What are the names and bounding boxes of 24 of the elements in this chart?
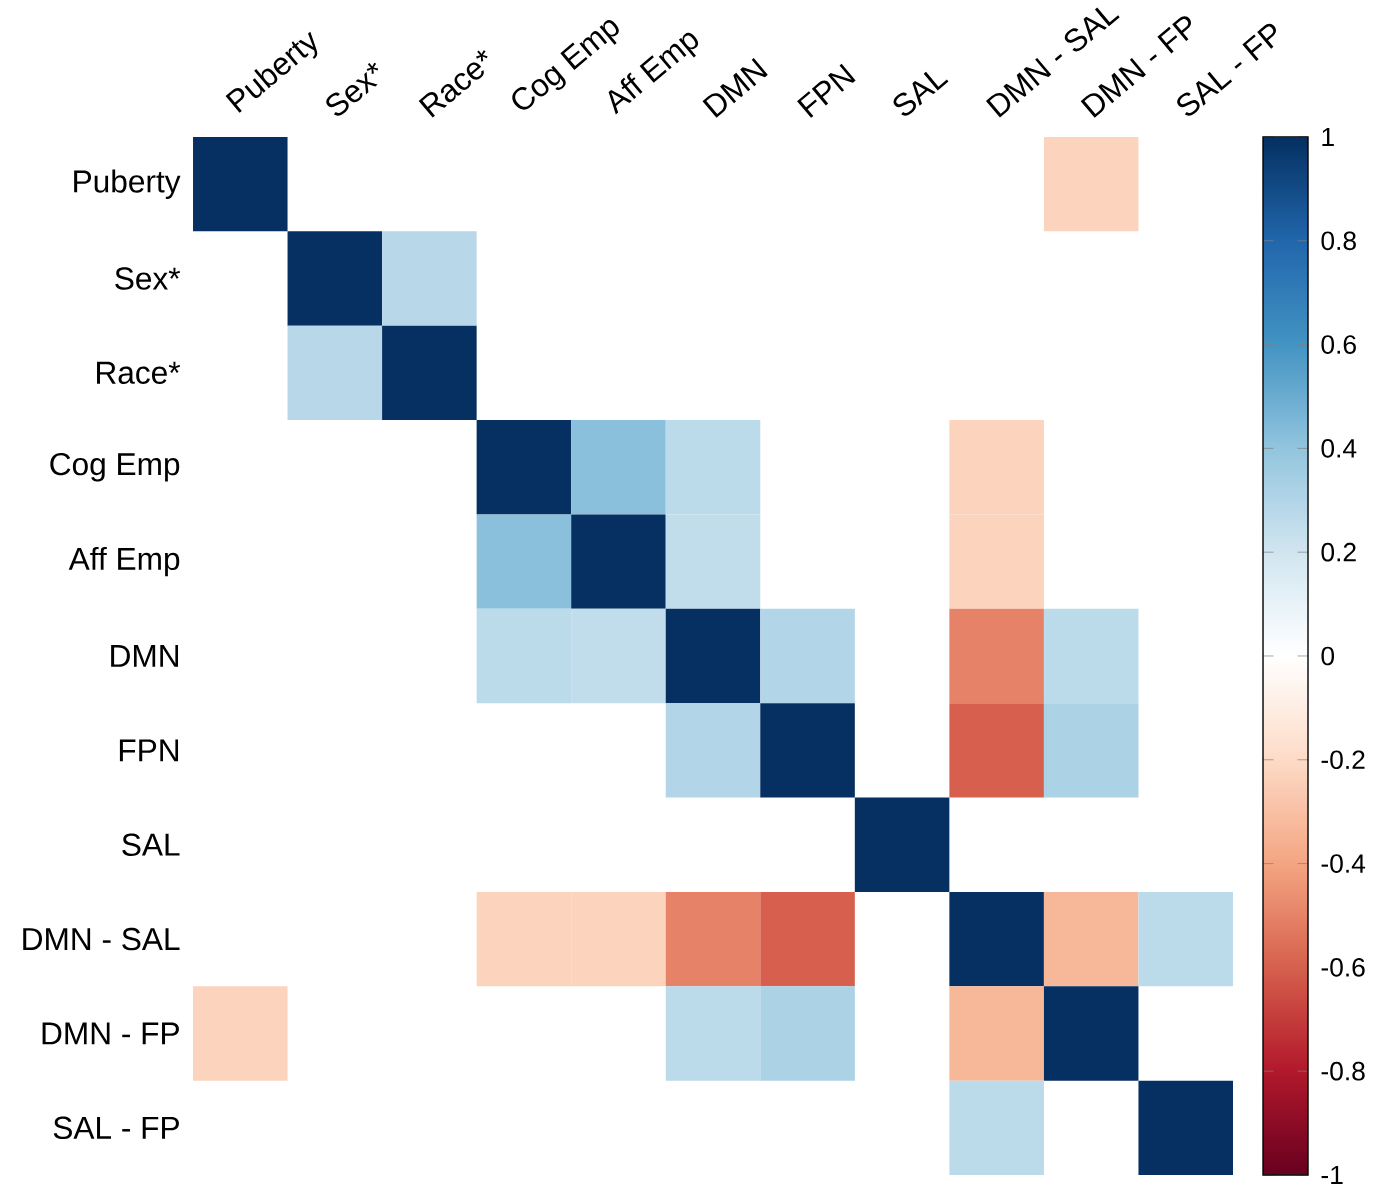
y-tick-label: Aff Emp bbox=[68, 546, 180, 577]
y-tick-label: Cog Emp bbox=[50, 452, 180, 482]
x-tick-label: Sex* bbox=[326, 62, 379, 116]
y-tick-label: Puberty bbox=[74, 169, 181, 199]
color-bar-label: -1 bbox=[1321, 1165, 1343, 1185]
y-tick-label: FPN bbox=[119, 739, 179, 762]
y-tick-label: Race* bbox=[97, 361, 181, 384]
color-bar-label: 0.6 bbox=[1321, 335, 1356, 354]
color-bar-label: 0.4 bbox=[1321, 439, 1357, 458]
y-tick-label: SAL - FP bbox=[53, 1116, 179, 1140]
color-bar-label: -0.6 bbox=[1321, 958, 1365, 977]
y-tick-label: DMN - FP bbox=[42, 1022, 179, 1045]
color-bar-label: 0 bbox=[1321, 646, 1335, 666]
y-tick-label: DMN - SAL bbox=[23, 927, 180, 951]
color-bar-label: 0.8 bbox=[1321, 231, 1356, 251]
y-tick-label: Sex* bbox=[115, 267, 181, 290]
color-bar-label: -0.8 bbox=[1321, 1061, 1365, 1081]
color-bar-label: -0.4 bbox=[1321, 854, 1366, 873]
y-tick-label: DMN bbox=[111, 645, 179, 667]
color-bar-label: 0.2 bbox=[1321, 542, 1356, 562]
x-tick-label: SAL bbox=[893, 71, 949, 116]
color-bar-label: -0.2 bbox=[1321, 750, 1365, 770]
y-tick-label: SAL bbox=[122, 833, 180, 856]
color-bar-label: 1 bbox=[1322, 127, 1334, 147]
